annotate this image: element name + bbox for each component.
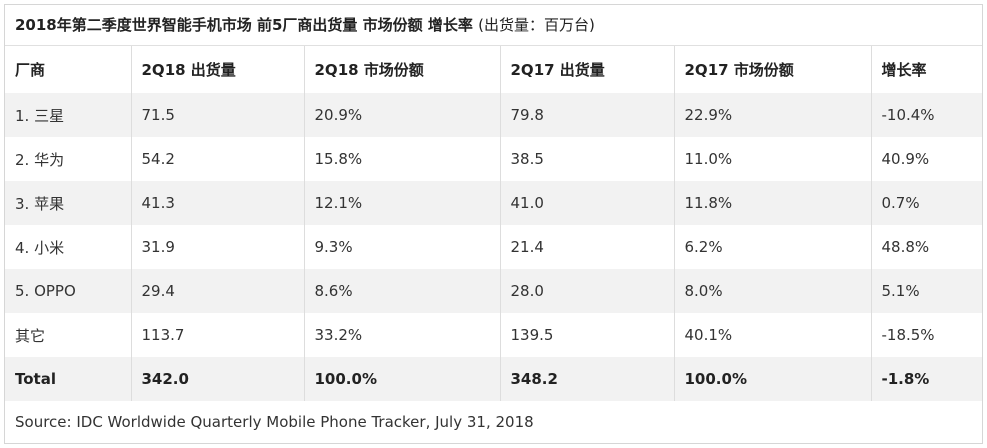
source-row: Source: IDC Worldwide Quarterly Mobile P… [5, 401, 982, 443]
cell-2q18-share: 9.3% [303, 225, 500, 269]
header-2q17-share: 2Q17 市场份额 [673, 45, 871, 93]
cell-growth: -18.5% [870, 313, 982, 357]
table-row: 4. 小米 31.9 9.3% 21.4 6.2% 48.8% [5, 225, 982, 269]
cell-2q17-shipments: 21.4 [499, 225, 674, 269]
total-growth: -1.8% [870, 357, 982, 401]
cell-growth: -10.4% [870, 93, 982, 137]
cell-growth: 5.1% [870, 269, 982, 313]
table-row: 5. OPPO 29.4 8.6% 28.0 8.0% 5.1% [5, 269, 982, 313]
header-growth: 增长率 [870, 45, 982, 93]
title-row: 2018年第二季度世界智能手机市场 前5厂商出货量 市场份额 增长率 (出货量：… [5, 5, 982, 46]
cell-2q17-share: 40.1% [673, 313, 871, 357]
cell-vendor: 4. 小米 [5, 225, 131, 269]
cell-2q18-share: 20.9% [303, 93, 500, 137]
cell-2q18-share: 15.8% [303, 137, 500, 181]
cell-vendor: 其它 [5, 313, 131, 357]
cell-2q18-share: 12.1% [303, 181, 500, 225]
header-2q17-shipments: 2Q17 出货量 [499, 45, 674, 93]
total-2q18-share: 100.0% [303, 357, 500, 401]
cell-2q17-shipments: 41.0 [499, 181, 674, 225]
cell-2q18-shipments: 54.2 [130, 137, 304, 181]
cell-vendor: 1. 三星 [5, 93, 131, 137]
cell-2q18-shipments: 71.5 [130, 93, 304, 137]
cell-2q17-share: 8.0% [673, 269, 871, 313]
table-row: 2. 华为 54.2 15.8% 38.5 11.0% 40.9% [5, 137, 982, 181]
cell-vendor: 3. 苹果 [5, 181, 131, 225]
cell-2q17-share: 11.0% [673, 137, 871, 181]
header-vendor: 厂商 [5, 45, 131, 93]
cell-2q18-shipments: 41.3 [130, 181, 304, 225]
total-row: Total 342.0 100.0% 348.2 100.0% -1.8% [5, 357, 982, 401]
cell-growth: 0.7% [870, 181, 982, 225]
header-2q18-share: 2Q18 市场份额 [303, 45, 500, 93]
cell-2q17-shipments: 139.5 [499, 313, 674, 357]
cell-2q17-shipments: 38.5 [499, 137, 674, 181]
table-row: 1. 三星 71.5 20.9% 79.8 22.9% -10.4% [5, 93, 982, 137]
shipments-table: 2018年第二季度世界智能手机市场 前5厂商出货量 市场份额 增长率 (出货量：… [5, 5, 982, 443]
unit-text: (出货量：百万台) [478, 16, 595, 35]
table-row: 3. 苹果 41.3 12.1% 41.0 11.8% 0.7% [5, 181, 982, 225]
table-row: 其它 113.7 33.2% 139.5 40.1% -18.5% [5, 313, 982, 357]
cell-2q18-share: 33.2% [303, 313, 500, 357]
cell-vendor: 2. 华为 [5, 137, 131, 181]
cell-growth: 40.9% [870, 137, 982, 181]
cell-2q18-share: 8.6% [303, 269, 500, 313]
header-row: 厂商 2Q18 出货量 2Q18 市场份额 2Q17 出货量 2Q17 市场份额… [5, 45, 982, 93]
total-2q17-shipments: 348.2 [499, 357, 674, 401]
total-label: Total [5, 357, 131, 401]
cell-growth: 48.8% [870, 225, 982, 269]
cell-2q18-shipments: 113.7 [130, 313, 304, 357]
cell-2q17-share: 22.9% [673, 93, 871, 137]
header-2q18-shipments: 2Q18 出货量 [130, 45, 304, 93]
title-text: 2018年第二季度世界智能手机市场 前5厂商出货量 市场份额 增长率 [15, 16, 473, 35]
cell-2q17-shipments: 28.0 [499, 269, 674, 313]
total-2q18-shipments: 342.0 [130, 357, 304, 401]
source-note: Source: IDC Worldwide Quarterly Mobile P… [5, 401, 982, 443]
cell-2q17-share: 11.8% [673, 181, 871, 225]
table-title: 2018年第二季度世界智能手机市场 前5厂商出货量 市场份额 增长率 (出货量：… [5, 5, 982, 46]
cell-2q17-share: 6.2% [673, 225, 871, 269]
cell-2q18-shipments: 29.4 [130, 269, 304, 313]
cell-2q17-shipments: 79.8 [499, 93, 674, 137]
cell-vendor: 5. OPPO [5, 269, 131, 313]
shipments-table-card: 2018年第二季度世界智能手机市场 前5厂商出货量 市场份额 增长率 (出货量：… [4, 4, 983, 444]
cell-2q18-shipments: 31.9 [130, 225, 304, 269]
total-2q17-share: 100.0% [673, 357, 871, 401]
